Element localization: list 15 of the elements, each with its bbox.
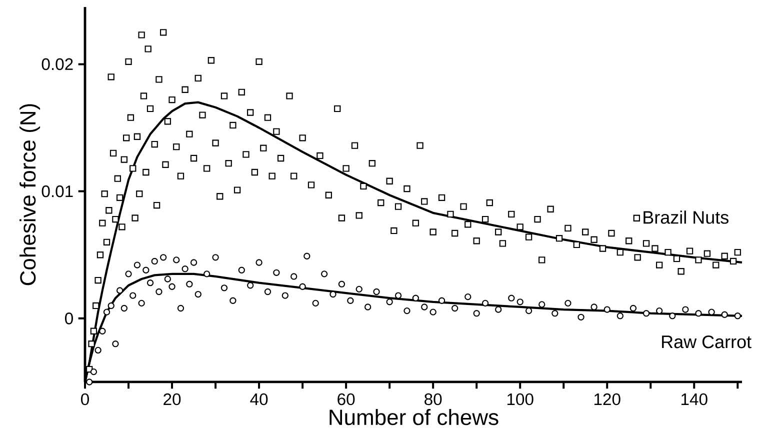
x-tick-label: 100 [507, 393, 534, 406]
legend-label: Brazil Nuts [644, 210, 728, 224]
x-tick-label: 140 [682, 393, 708, 406]
series-label: Raw Carrot [662, 335, 752, 348]
x-tick-label: 120 [594, 393, 620, 406]
x-tick-label: 80 [424, 393, 442, 406]
y-tick-label: 0 [65, 312, 73, 324]
x-tick-label: 60 [338, 393, 355, 406]
y-axis-title: Cohesive force (N) [20, 104, 40, 286]
x-tick-label: 0 [81, 393, 89, 406]
x-axis-title: Number of chews [330, 408, 498, 426]
x-tick-label: 20 [164, 393, 181, 406]
y-tick-label: 0.01 [42, 185, 73, 198]
y-tick-label: 0.02 [42, 58, 73, 70]
x-tick-label: 40 [250, 393, 268, 406]
